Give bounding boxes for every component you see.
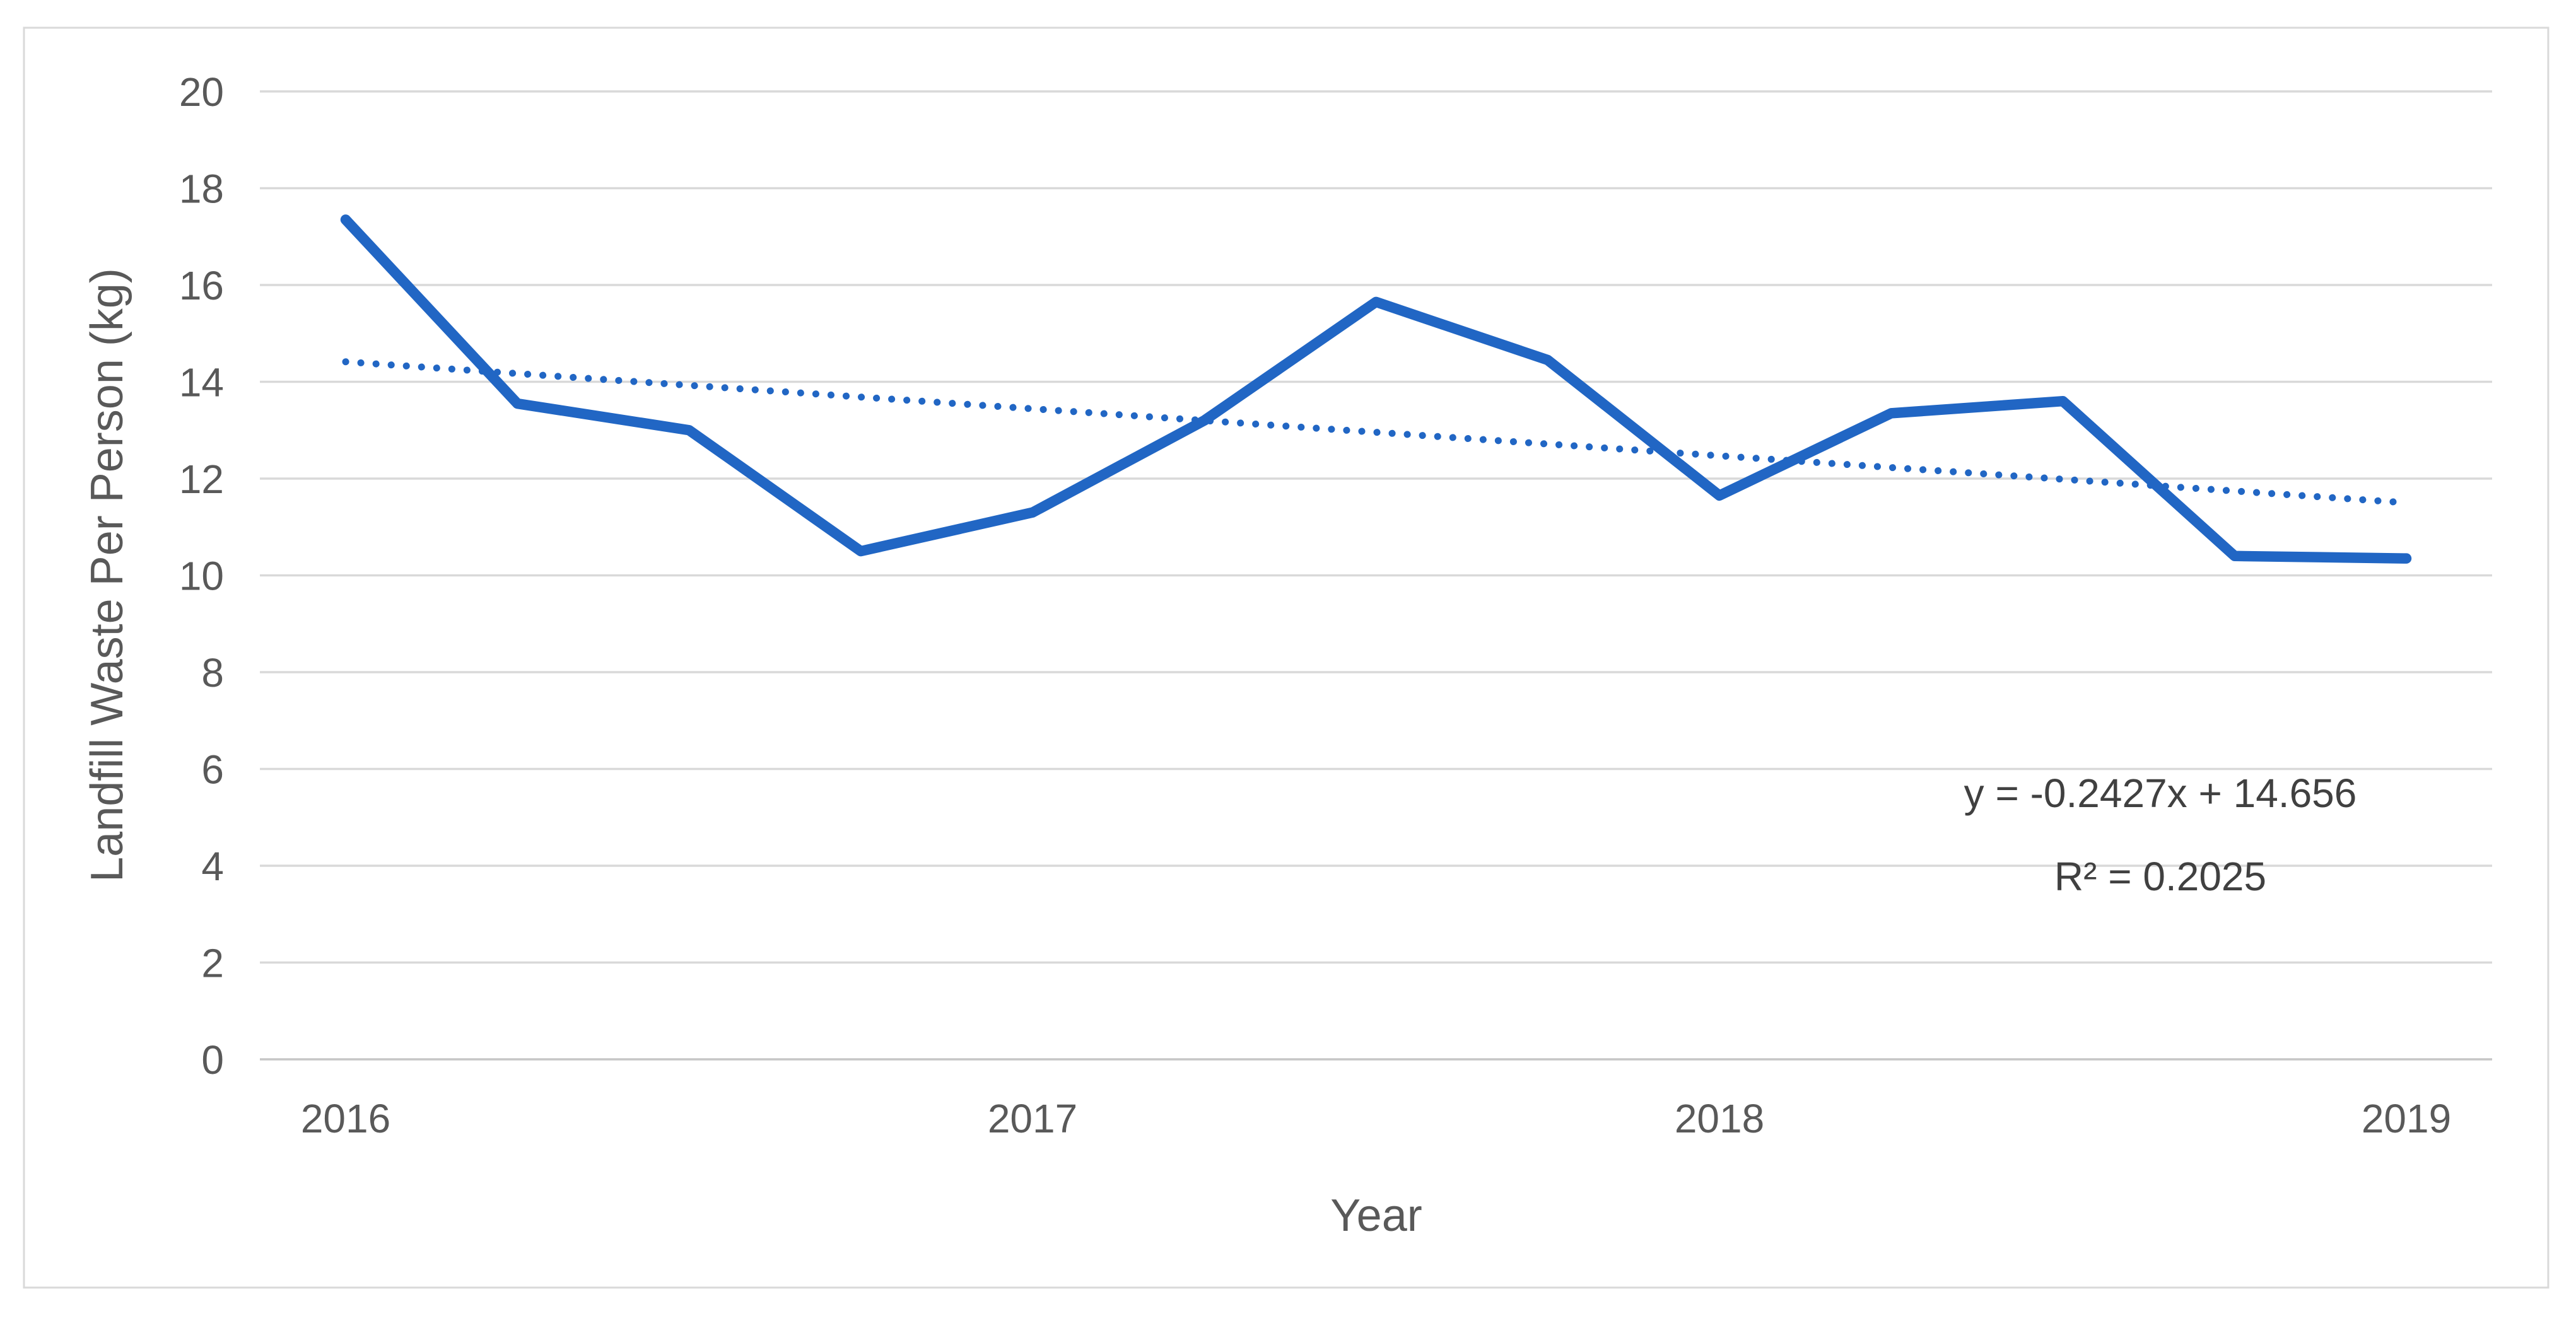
trendline-equation-label: y = -0.2427x + 14.656 [1964, 771, 2357, 816]
chart-border [23, 26, 2550, 1289]
y-axis-title: Landfill Waste Per Person (kg) [82, 268, 132, 882]
series-line [340, 214, 2412, 564]
y-tick-label: 2 [201, 941, 224, 986]
y-tick-label: 16 [179, 263, 224, 308]
y-tick-label: 14 [179, 360, 224, 405]
x-axis-title: Year [1330, 1190, 1422, 1241]
y-tick-label: 4 [201, 844, 224, 889]
y-tick-label: 8 [201, 650, 224, 695]
x-tick-label: 2017 [988, 1096, 1077, 1141]
x-tick-label: 2018 [1675, 1096, 1764, 1141]
x-tick-label: 2016 [301, 1096, 390, 1141]
y-tick-label: 6 [201, 747, 224, 793]
y-tick-label: 20 [179, 69, 224, 115]
y-tick-label: 12 [179, 457, 224, 502]
x-tick-label: 2019 [2362, 1096, 2451, 1141]
trendline-r2-label: R² = 0.2025 [2054, 854, 2266, 899]
y-tick-label: 10 [179, 554, 224, 599]
trendline [342, 358, 2410, 506]
gridlines-group [260, 90, 2492, 1061]
x-tick-labels-group: 2016 2017 2018 2019 [301, 1096, 2451, 1141]
y-tick-label: 0 [201, 1037, 224, 1083]
y-tick-labels-group: 0 2 4 6 8 10 12 14 16 18 20 [179, 69, 224, 1083]
y-tick-label: 18 [179, 166, 224, 212]
